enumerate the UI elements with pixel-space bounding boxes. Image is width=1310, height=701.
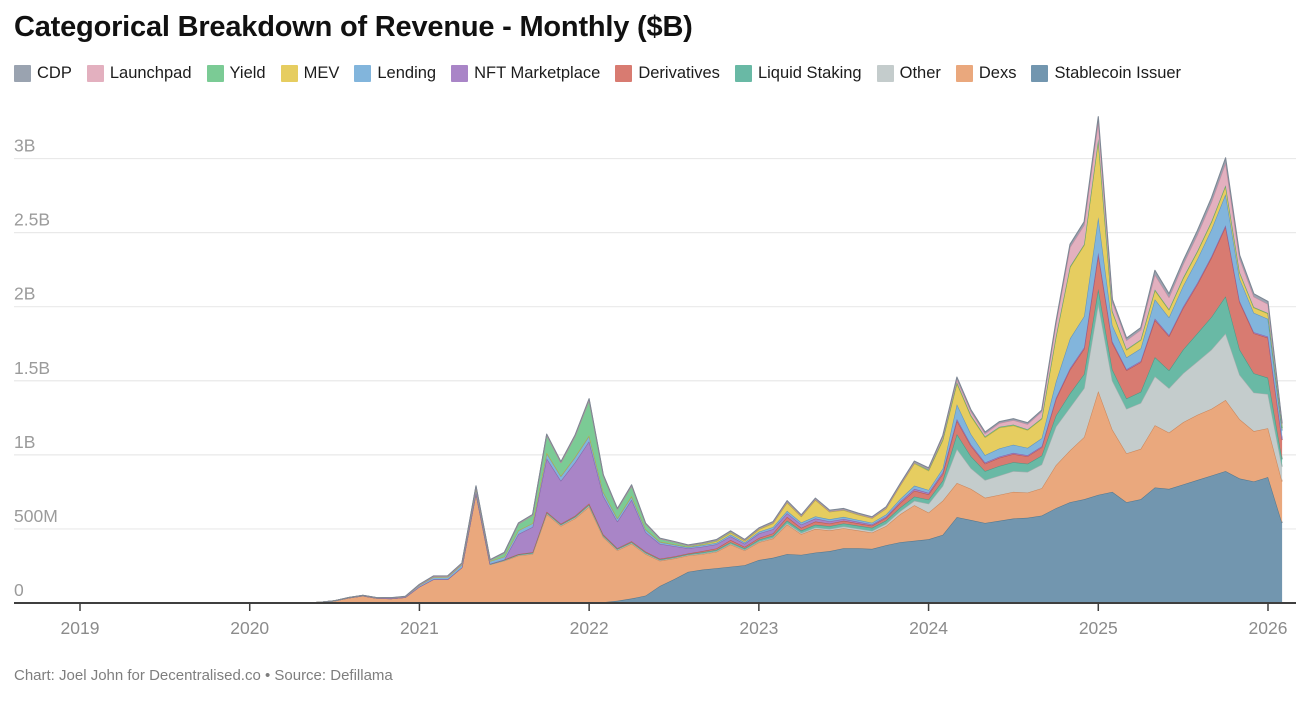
chart-canvas: 2019 2020 2021 2022 2023 2024 2025 2026 0 500M 1B 1… [14, 116, 1296, 638]
area-stablecoin_issuer [80, 471, 1283, 603]
legend-swatch-derivatives [615, 65, 633, 82]
legend-label-mev: MEV [303, 64, 340, 82]
footer-credit: Chart: Joel John for Decentralised.co • … [14, 667, 393, 684]
x-axis-label-2024: 2024 [909, 618, 948, 638]
legend-label-nft_marketplace: NFT Marketplace [474, 64, 601, 82]
x-axis-label-2026: 2026 [1249, 618, 1288, 638]
legend-label-derivatives: Derivatives [638, 64, 720, 82]
legend-swatch-lending [354, 65, 372, 82]
legend-item-lending: Lending [354, 64, 436, 83]
x-axis-label-2020: 2020 [230, 618, 269, 638]
legend-swatch-nft_marketplace [451, 65, 469, 82]
chart-title: Categorical Breakdown of Revenue - Month… [14, 11, 693, 43]
legend-swatch-mev [280, 65, 298, 82]
legend-item-nft_marketplace: NFT Marketplace [451, 64, 600, 83]
legend-label-other: Other [899, 64, 941, 82]
legend-item-liquid_staking: Liquid Staking [734, 64, 862, 83]
x-axis-label-2025: 2025 [1079, 618, 1118, 638]
legend-swatch-liquid_staking [734, 65, 752, 82]
legend-label-launchpad: Launchpad [109, 64, 192, 82]
legend-swatch-other [876, 65, 894, 82]
legend-swatch-yield [206, 65, 224, 82]
legend-label-cdp: CDP [37, 64, 72, 82]
legend: CDP Launchpad Yield MEV Lending NFT Marketpla… [14, 64, 1181, 83]
x-axis-label-2023: 2023 [739, 618, 778, 638]
legend-item-mev: MEV [280, 64, 340, 83]
legend-swatch-launchpad [86, 65, 104, 82]
legend-label-dexs: Dexs [978, 64, 1017, 82]
legend-item-other: Other [876, 64, 941, 83]
legend-item-dexs: Dexs [955, 64, 1017, 83]
legend-label-lending: Lending [377, 64, 437, 82]
legend-item-yield: Yield [206, 64, 266, 83]
legend-label-liquid_staking: Liquid Staking [757, 64, 862, 82]
y-axis-label-2.5B: 2.5B [14, 210, 50, 230]
legend-swatch-dexs [955, 65, 973, 82]
y-axis-label-3B: 3B [14, 136, 35, 156]
legend-swatch-cdp [14, 65, 31, 82]
area-dexs [80, 391, 1283, 603]
y-axis-label-2B: 2B [14, 284, 35, 304]
y-axis-label-1B: 1B [14, 432, 35, 452]
legend-item-launchpad: Launchpad [86, 64, 192, 83]
x-axis-label-2022: 2022 [570, 618, 609, 638]
legend-label-yield: Yield [229, 64, 266, 82]
legend-swatch-stablecoin_issuer [1031, 65, 1049, 82]
y-axis-label-1.5B: 1.5B [14, 358, 50, 378]
y-axis-label-0: 0 [14, 580, 24, 600]
legend-label-stablecoin_issuer: Stablecoin Issuer [1054, 64, 1182, 82]
x-axis-label-2019: 2019 [61, 618, 100, 638]
legend-item-stablecoin_issuer: Stablecoin Issuer [1031, 64, 1181, 83]
area-topline-cdp [80, 116, 1283, 604]
x-axis-label-2021: 2021 [400, 618, 439, 638]
y-axis-label-500M: 500M [14, 506, 58, 526]
legend-item-cdp: CDP [14, 64, 72, 83]
legend-item-derivatives: Derivatives [615, 64, 720, 83]
